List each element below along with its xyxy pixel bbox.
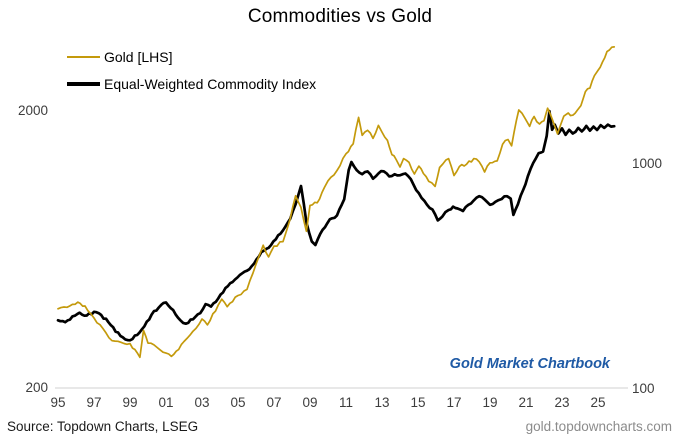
x-tick-label-17: 17 [446,395,462,410]
x-tick-label-23: 23 [554,395,570,410]
x-tick-label-09: 09 [302,395,318,410]
x-tick-label-13: 13 [374,395,390,410]
x-tick-label-21: 21 [518,395,534,410]
legend-item-commodity: Equal-Weighted Commodity Index [67,76,316,92]
x-tick-label-95: 95 [50,395,66,410]
series-line-gold-lhs [57,46,616,359]
y-tick-left-200: 200 [25,379,48,395]
x-tick-label-15: 15 [410,395,426,410]
x-tick-label-03: 03 [194,395,210,410]
series-line-equal-weighted-commodity-index [56,109,616,342]
chartbook-watermark: Gold Market Chartbook [449,356,610,372]
legend: Gold [LHS] Equal-Weighted Commodity Inde… [67,49,316,103]
x-tick-label-07: 07 [266,395,282,410]
gold-line-swatch [67,56,100,58]
x-tick-label-25: 25 [590,395,606,410]
website-url: gold.topdowncharts.com [525,419,672,434]
source-attribution: Source: Topdown Charts, LSEG [7,419,199,434]
y-tick-right-1000: 1000 [632,155,663,171]
legend-label-gold: Gold [LHS] [104,49,173,65]
commodity-line-swatch [67,82,100,86]
legend-label-commodity: Equal-Weighted Commodity Index [104,76,317,92]
legend-item-gold: Gold [LHS] [67,49,316,65]
x-tick-label-01: 01 [158,395,174,410]
y-tick-left-2000: 2000 [17,102,48,118]
x-tick-label-05: 05 [230,395,246,410]
y-tick-right-100: 100 [632,380,655,396]
x-tick-label-19: 19 [482,395,498,410]
x-tick-label-97: 97 [86,395,102,410]
x-tick-label-99: 99 [122,395,138,410]
chart-title: Commodities vs Gold [247,6,433,27]
x-tick-label-11: 11 [338,395,353,410]
